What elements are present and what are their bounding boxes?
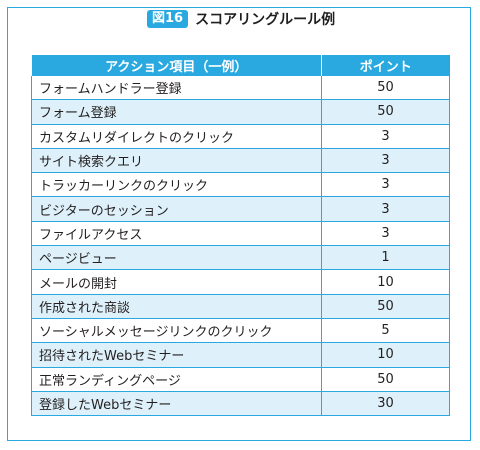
table-row: ビジターのセッション 3	[31, 196, 450, 222]
table-row: フォーム登録 50	[31, 99, 450, 125]
points-cell: 5	[321, 318, 450, 344]
figure-number-badge: 図16	[147, 10, 189, 28]
table-row: メールの開封 10	[31, 269, 450, 295]
header-action-item: アクション項目（一例）	[31, 55, 322, 76]
table-row: 作成された商談 50	[31, 294, 450, 319]
action-item-cell: ソーシャルメッセージリンクのクリック	[31, 318, 322, 344]
action-item-cell: フォーム登録	[31, 99, 322, 125]
points-cell: 50	[321, 294, 450, 319]
action-item-cell: フォームハンドラー登録	[31, 76, 322, 101]
action-item-cell: 招待されたWebセミナー	[31, 342, 322, 368]
table-row: 登録したWebセミナー 30	[31, 391, 450, 417]
points-cell: 3	[321, 172, 450, 198]
scoring-rules-table: アクション項目（一例） ポイント フォームハンドラー登録 50 フォーム登録 50 カス…	[31, 55, 450, 417]
points-cell: 3	[321, 196, 450, 222]
action-item-cell: 作成された商談	[31, 294, 322, 319]
action-item-cell: カスタムリダイレクトのクリック	[31, 124, 322, 149]
points-cell: 1	[321, 245, 450, 271]
action-item-cell: メールの開封	[31, 269, 322, 295]
points-cell: 3	[321, 124, 450, 149]
points-cell: 50	[321, 99, 450, 125]
points-cell: 10	[321, 269, 450, 295]
table-row: フォームハンドラー登録 50	[31, 76, 450, 101]
points-cell: 30	[321, 391, 450, 417]
table-row: ページビュー 1	[31, 245, 450, 271]
points-cell: 3	[321, 221, 450, 247]
action-item-cell: 正常ランディングページ	[31, 367, 322, 392]
action-item-cell: ビジターのセッション	[31, 196, 322, 222]
action-item-cell: 登録したWebセミナー	[31, 391, 322, 417]
figure-title: スコアリングルール例	[195, 12, 336, 28]
header-points: ポイント	[321, 55, 450, 76]
points-cell: 50	[321, 367, 450, 392]
table-header-row: アクション項目（一例） ポイント	[31, 55, 450, 76]
action-item-cell: サイト検索クエリ	[31, 148, 322, 174]
table-row: 招待されたWebセミナー 10	[31, 342, 450, 368]
table-row: ファイルアクセス 3	[31, 221, 450, 247]
table-row: ソーシャルメッセージリンクのクリック 5	[31, 318, 450, 344]
table-row: 正常ランディングページ 50	[31, 367, 450, 392]
action-item-cell: ページビュー	[31, 245, 322, 271]
figure-title-row: 図16 スコアリングルール例	[147, 9, 335, 29]
table-row: サイト検索クエリ 3	[31, 148, 450, 174]
points-cell: 3	[321, 148, 450, 174]
table-row: カスタムリダイレクトのクリック 3	[31, 124, 450, 149]
action-item-cell: トラッカーリンクのクリック	[31, 172, 322, 198]
action-item-cell: ファイルアクセス	[31, 221, 322, 247]
points-cell: 50	[321, 76, 450, 101]
table-row: トラッカーリンクのクリック 3	[31, 172, 450, 198]
points-cell: 10	[321, 342, 450, 368]
